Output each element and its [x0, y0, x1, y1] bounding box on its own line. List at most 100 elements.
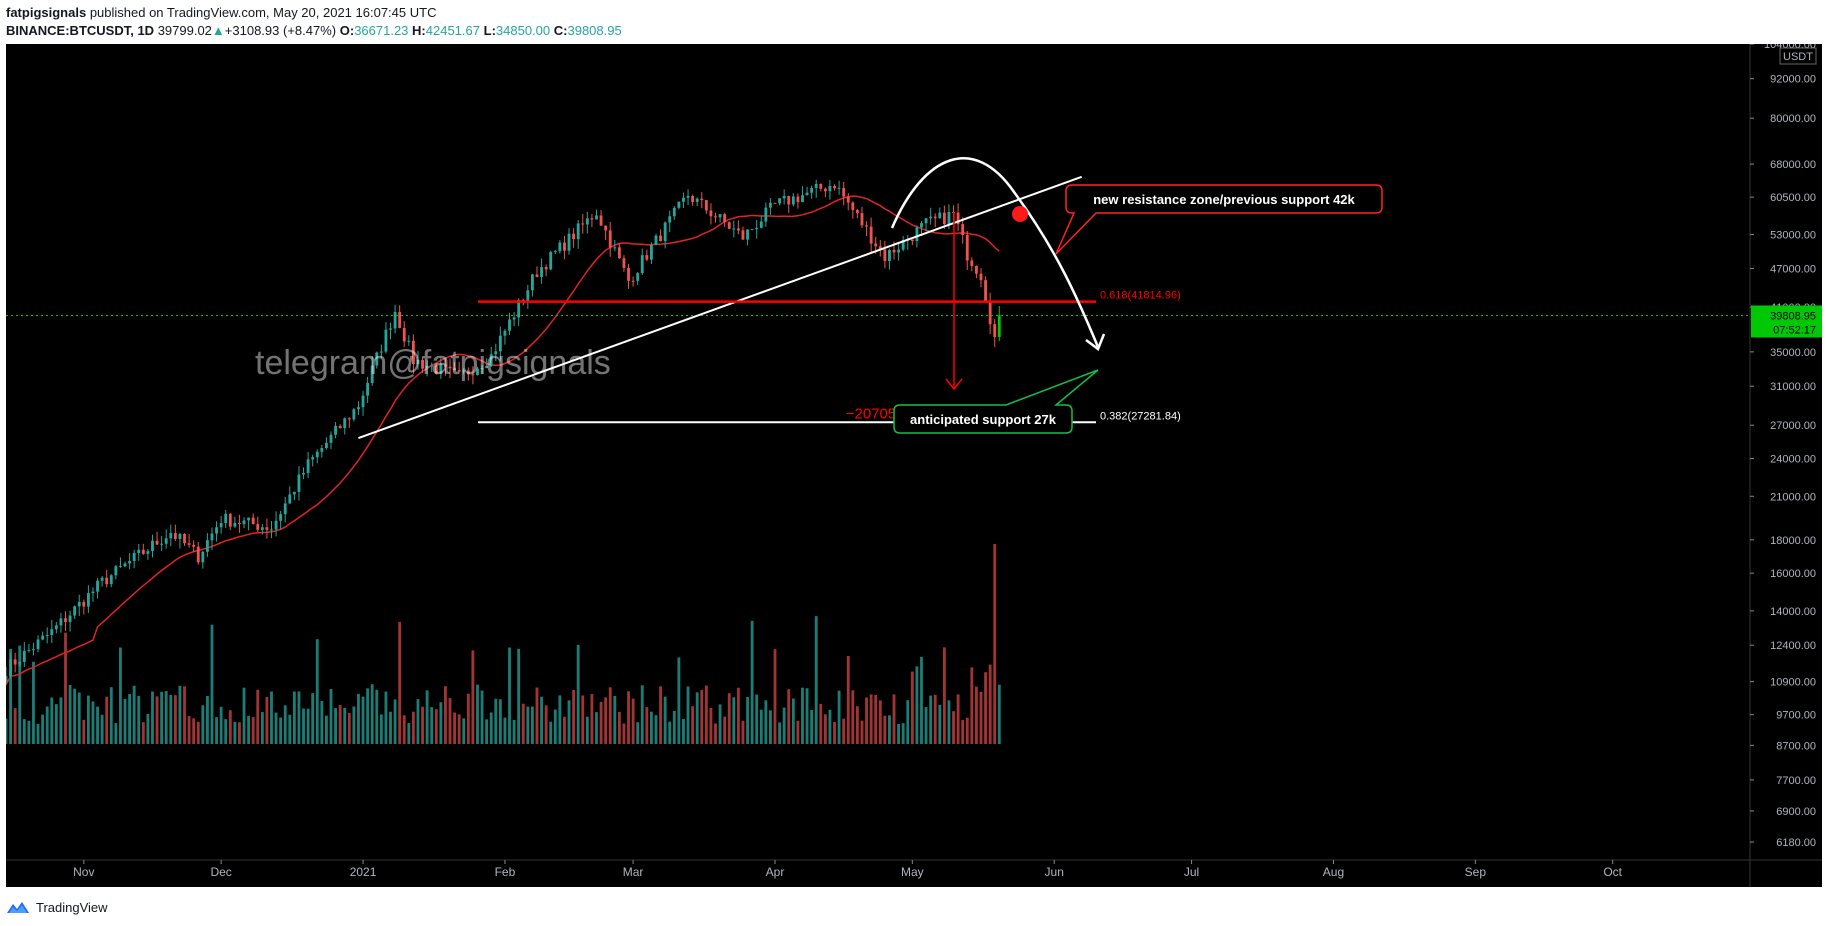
candle-body	[974, 265, 978, 274]
candle-body	[430, 365, 434, 367]
support-callout-text: anticipated support 27k	[910, 412, 1057, 427]
candle-body	[764, 207, 768, 222]
volume-bar	[270, 691, 273, 744]
volume-bar	[677, 657, 681, 744]
currency-label: USDT	[1783, 51, 1813, 63]
volume-bar	[888, 715, 891, 744]
candle-body	[448, 366, 452, 369]
candle-body	[855, 210, 859, 214]
candle-body	[123, 563, 127, 567]
candle-body	[910, 239, 914, 242]
low-label: L:	[483, 23, 496, 38]
last-price-badge	[1751, 305, 1822, 338]
candle-body	[224, 513, 228, 524]
x-tick-label: Feb	[495, 865, 516, 879]
candle-body	[151, 540, 154, 552]
candle-body	[114, 566, 118, 576]
candle-body	[654, 235, 658, 246]
candle-body	[956, 212, 960, 225]
volume-bar	[613, 696, 617, 744]
volume-bar	[265, 696, 269, 744]
volume-bar	[77, 692, 81, 744]
candle-body	[41, 635, 45, 640]
candle-body	[649, 245, 653, 260]
volume-bar	[228, 710, 232, 744]
volume-bar	[622, 723, 626, 744]
rising-trendline	[358, 175, 1083, 440]
volume-bar	[649, 711, 653, 744]
price-chart[interactable]: telegram@fatpigsignals 0.618(41814.96) 0.3…	[6, 44, 1822, 887]
volume-bar	[219, 706, 223, 744]
volume-bar	[759, 709, 763, 744]
last-price-label: 39808.95	[1770, 310, 1816, 322]
support-callout-box	[893, 369, 1099, 434]
candle-body	[407, 340, 411, 342]
volume-bar	[897, 723, 901, 744]
volume-bar	[819, 703, 823, 744]
author-name[interactable]: fatpigsignals	[6, 5, 87, 20]
y-tick-label: 9700.00	[1776, 710, 1816, 722]
currency-badge	[1779, 47, 1817, 65]
volume-bar	[489, 712, 493, 744]
volume-bar	[389, 711, 392, 744]
candle-body	[96, 580, 99, 592]
candle-body	[750, 229, 754, 231]
volume-bar	[736, 687, 740, 744]
candle-body	[558, 242, 562, 252]
candle-body	[695, 198, 699, 202]
volume-bar	[393, 699, 397, 744]
symbol-label[interactable]: BINANCE:BTCUSDT, 1D	[6, 23, 155, 38]
candle-body	[302, 472, 305, 475]
high-label: H:	[412, 23, 426, 38]
y-tick-label: 47000.00	[1770, 264, 1816, 276]
candle-body	[270, 529, 273, 531]
volume-bar	[920, 656, 923, 744]
volume-bar	[732, 697, 736, 744]
candle-body	[238, 523, 241, 525]
volume-bar	[100, 714, 104, 744]
candle-body	[50, 629, 54, 635]
candle-body	[137, 549, 141, 554]
volume-bar	[146, 713, 150, 744]
chart-area[interactable]: telegram@fatpigsignals 0.618(41814.96) 0.3…	[6, 44, 1822, 887]
volume-bar	[434, 709, 438, 744]
candle-body	[347, 418, 351, 420]
volume-bar	[901, 723, 905, 744]
volume-bar	[801, 687, 804, 744]
y-tick-label: 6180.00	[1776, 837, 1816, 849]
volume-bar	[553, 709, 557, 744]
candle-body	[746, 229, 749, 240]
candle-body	[727, 222, 731, 229]
volume-bar	[169, 694, 173, 744]
volume-bar	[334, 708, 337, 744]
candle-body	[393, 311, 397, 329]
candle-body	[947, 211, 951, 225]
volume-bar	[961, 720, 965, 744]
candle-body	[503, 330, 507, 336]
volume-bar	[329, 689, 333, 744]
change-value: +3108.93 (+8.47%)	[224, 23, 337, 38]
candle-body	[933, 216, 937, 219]
volume-bar	[686, 686, 690, 744]
candle-body	[778, 198, 782, 204]
candle-body	[672, 207, 676, 217]
tradingview-logo-icon[interactable]	[6, 899, 30, 915]
candle-body	[732, 228, 736, 230]
volume-bar	[608, 687, 612, 744]
candle-body	[68, 615, 72, 622]
candle-body	[155, 540, 159, 545]
volume-bar	[379, 714, 383, 744]
volume-bar	[503, 717, 507, 744]
volume-bar	[755, 694, 759, 744]
tradingview-brand[interactable]: TradingView	[36, 899, 108, 915]
candle-body	[109, 575, 113, 585]
volume-bar	[704, 685, 708, 744]
resistance-callout-text: new resistance zone/previous support 42k	[1093, 192, 1355, 207]
volume-bar	[256, 689, 260, 744]
volume-bar	[132, 685, 136, 744]
x-tick-label: Nov	[73, 865, 94, 879]
candle-body	[617, 247, 621, 259]
volume-bar	[640, 685, 644, 744]
volume-bar	[370, 684, 374, 744]
candle-body	[228, 513, 232, 527]
